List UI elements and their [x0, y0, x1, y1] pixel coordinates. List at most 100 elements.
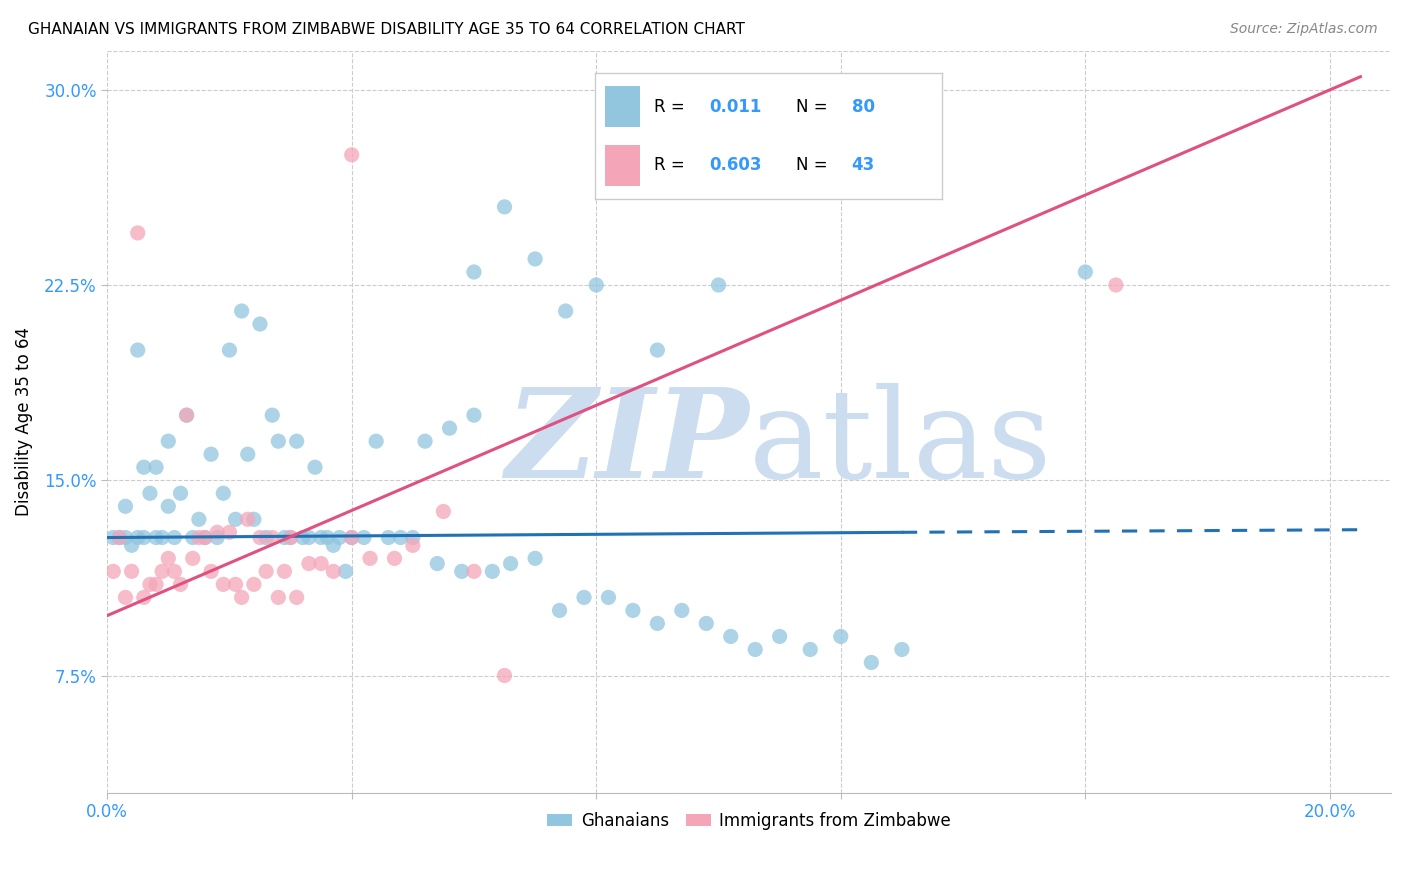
Point	[384, 551, 406, 566]
Point	[463, 565, 485, 579]
Point	[450, 565, 472, 579]
Point	[145, 531, 167, 545]
Point	[860, 656, 883, 670]
Point	[481, 565, 503, 579]
Point	[890, 642, 912, 657]
Text: Source: ZipAtlas.com: Source: ZipAtlas.com	[1230, 22, 1378, 37]
Point	[389, 531, 412, 545]
Point	[366, 434, 388, 449]
Point	[127, 343, 149, 357]
Point	[494, 668, 516, 682]
Point	[108, 531, 131, 545]
Point	[225, 577, 247, 591]
Point	[212, 577, 235, 591]
Point	[316, 531, 339, 545]
Point	[524, 252, 547, 266]
Point	[225, 512, 247, 526]
Point	[187, 531, 209, 545]
Point	[114, 531, 136, 545]
Point	[103, 565, 125, 579]
Point	[236, 512, 259, 526]
Point	[262, 531, 284, 545]
Point	[280, 531, 302, 545]
Text: GHANAIAN VS IMMIGRANTS FROM ZIMBABWE DISABILITY AGE 35 TO 64 CORRELATION CHART: GHANAIAN VS IMMIGRANTS FROM ZIMBABWE DIS…	[28, 22, 745, 37]
Point	[145, 577, 167, 591]
Point	[218, 343, 240, 357]
Point	[273, 531, 295, 545]
Point	[463, 408, 485, 422]
Point	[799, 642, 821, 657]
Point	[176, 408, 198, 422]
Point	[267, 591, 290, 605]
Point	[187, 512, 209, 526]
Point	[353, 531, 375, 545]
Point	[340, 531, 363, 545]
Point	[744, 642, 766, 657]
Point	[157, 500, 180, 514]
Point	[103, 531, 125, 545]
Point	[285, 591, 308, 605]
Point	[169, 577, 191, 591]
Point	[494, 200, 516, 214]
Point	[262, 408, 284, 422]
Point	[139, 486, 162, 500]
Point	[285, 434, 308, 449]
Point	[621, 603, 644, 617]
Point	[150, 565, 173, 579]
Point	[524, 551, 547, 566]
Point	[114, 500, 136, 514]
Point	[298, 531, 321, 545]
Point	[426, 557, 449, 571]
Point	[335, 565, 357, 579]
Point	[830, 630, 852, 644]
Point	[1105, 277, 1128, 292]
Point	[695, 616, 717, 631]
Point	[439, 421, 461, 435]
Point	[309, 531, 332, 545]
Point	[548, 603, 571, 617]
Text: ZIP: ZIP	[505, 384, 749, 505]
Point	[132, 460, 155, 475]
Point	[254, 565, 277, 579]
Point	[231, 591, 253, 605]
Point	[176, 408, 198, 422]
Point	[340, 148, 363, 162]
Point	[377, 531, 399, 545]
Point	[499, 557, 522, 571]
Point	[200, 565, 222, 579]
Point	[413, 434, 436, 449]
Point	[121, 565, 143, 579]
Point	[769, 630, 792, 644]
Point	[145, 460, 167, 475]
Point	[254, 531, 277, 545]
Point	[127, 531, 149, 545]
Point	[181, 551, 204, 566]
Point	[243, 512, 266, 526]
Point	[218, 525, 240, 540]
Point	[132, 591, 155, 605]
Point	[212, 486, 235, 500]
Point	[572, 591, 595, 605]
Point	[671, 603, 693, 617]
Point	[707, 277, 730, 292]
Point	[647, 343, 669, 357]
Point	[304, 460, 326, 475]
Point	[139, 577, 162, 591]
Point	[243, 577, 266, 591]
Point	[402, 538, 425, 552]
Point	[585, 277, 607, 292]
Point	[121, 538, 143, 552]
Point	[181, 531, 204, 545]
Point	[322, 565, 344, 579]
Text: atlas: atlas	[749, 384, 1053, 505]
Point	[163, 531, 186, 545]
Point	[157, 551, 180, 566]
Point	[1074, 265, 1097, 279]
Point	[647, 616, 669, 631]
Point	[322, 538, 344, 552]
Point	[200, 447, 222, 461]
Point	[163, 565, 186, 579]
Y-axis label: Disability Age 35 to 64: Disability Age 35 to 64	[15, 327, 32, 516]
Point	[205, 531, 228, 545]
Point	[359, 551, 381, 566]
